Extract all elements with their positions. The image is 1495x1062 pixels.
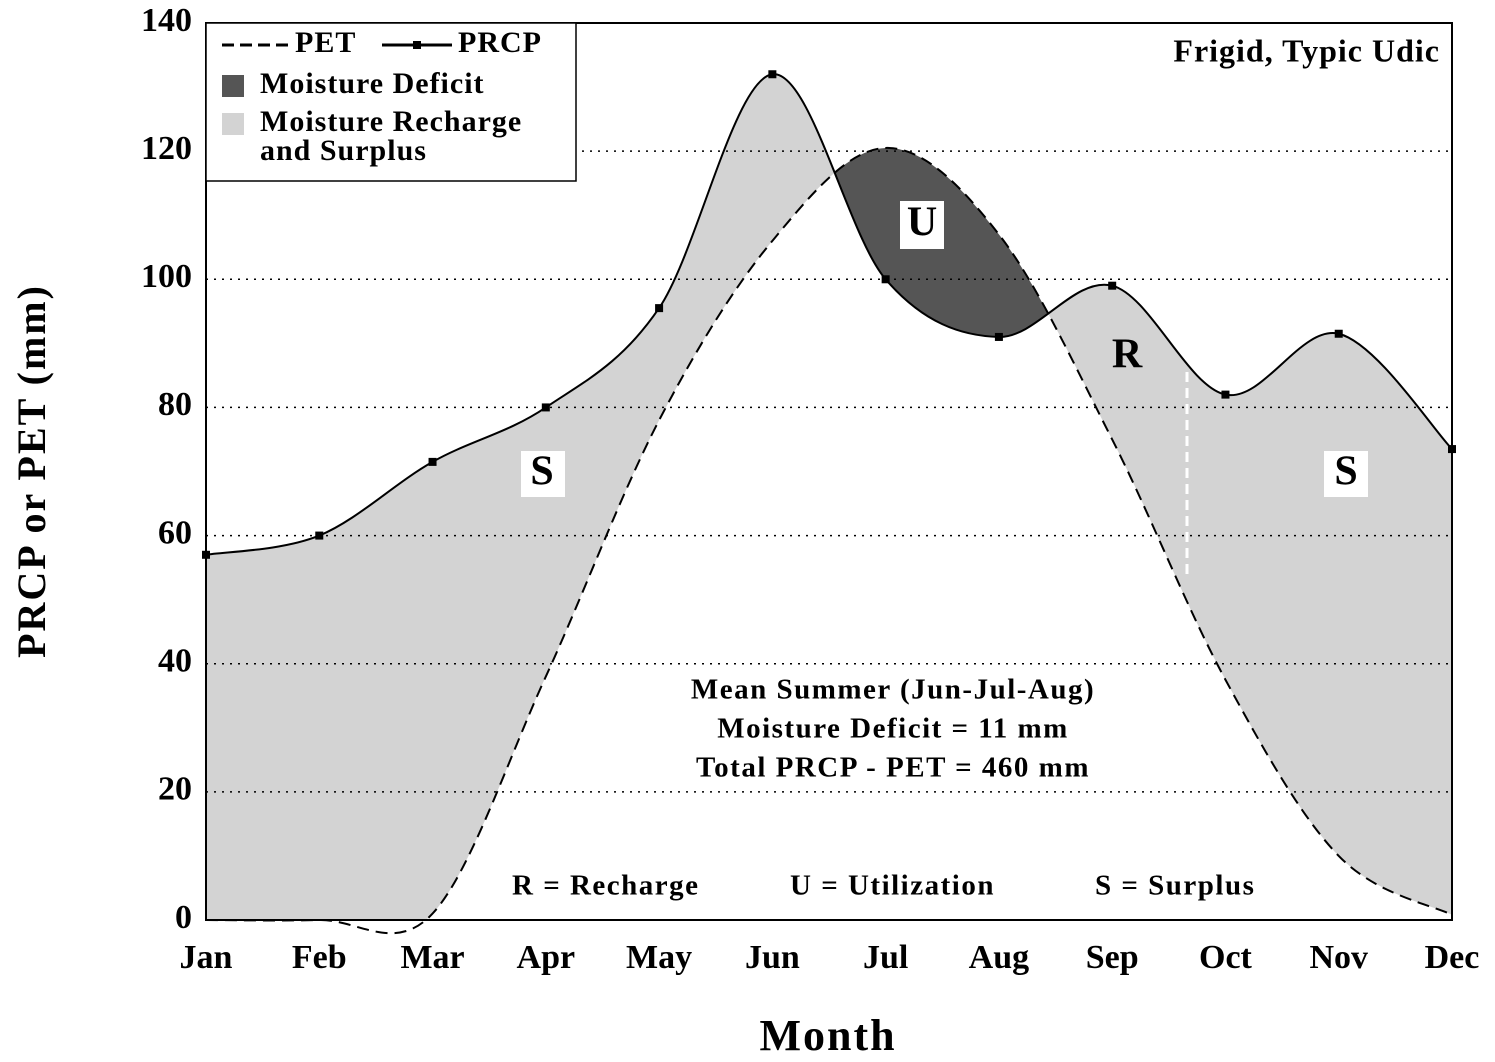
region-label: R	[1112, 332, 1143, 378]
y-tick-label: 60	[158, 514, 192, 551]
key: R = Recharge	[512, 870, 700, 902]
x-axis-label: Month	[759, 1011, 896, 1060]
series-line	[205, 146, 1453, 935]
region-label: S	[530, 449, 553, 495]
summary: Mean Summer (Jun-Jul-Aug)	[691, 674, 1095, 706]
x-tick-label: Dec	[1425, 939, 1480, 976]
x-tick-label: Mar	[400, 939, 464, 976]
chart-title: Frigid, Typic Udic	[1173, 32, 1440, 68]
legend-swatch	[222, 113, 244, 135]
x-tick-label: Sep	[1086, 939, 1139, 976]
legend-box	[205, 22, 577, 182]
legend-swatch	[222, 75, 244, 97]
x-tick-label: Oct	[1199, 939, 1253, 976]
y-tick-label: 120	[141, 130, 192, 167]
legend-label: Moisture Recharge	[260, 105, 522, 138]
x-tick-label: May	[626, 939, 692, 976]
legend-label: Moisture Deficit	[260, 67, 485, 100]
legend-label: and Surplus	[260, 134, 427, 167]
y-tick-label: 0	[175, 899, 192, 936]
point	[1221, 390, 1230, 399]
below-pet	[206, 147, 1452, 934]
legend: PET PRCP Moisture Deficit Moisture Recharge…	[205, 22, 577, 182]
legend-swatch	[413, 41, 421, 49]
x-tick-label: Nov	[1309, 939, 1368, 976]
plot-area	[202, 22, 1456, 935]
y-tick-label: 20	[158, 771, 192, 808]
point	[881, 275, 890, 284]
label-box	[1324, 451, 1368, 497]
key: S = Surplus	[1095, 870, 1255, 902]
label-box	[521, 451, 565, 497]
label-box	[900, 201, 944, 249]
y-tick-label: 100	[141, 258, 192, 295]
point	[541, 403, 550, 412]
region-label: U	[907, 200, 937, 246]
x-tick-label: Jul	[863, 939, 908, 976]
y-tick-label: 40	[158, 643, 192, 680]
legend-label: PET	[295, 26, 356, 59]
x-tick-label: Aug	[969, 939, 1029, 976]
y-axis-label: PRCP or PET (mm)	[9, 284, 54, 658]
point	[428, 457, 437, 466]
region-label: S	[1334, 449, 1357, 495]
point	[315, 531, 324, 540]
point	[994, 332, 1003, 341]
x-tick-label: Feb	[292, 939, 347, 976]
point	[768, 70, 777, 79]
point	[1108, 281, 1117, 290]
summary: Moisture Deficit = 11 mm	[717, 713, 1069, 745]
x-tick-label: Jun	[745, 939, 800, 976]
point	[1334, 329, 1343, 338]
y-tick-label: 140	[141, 2, 192, 39]
point	[655, 304, 664, 313]
frame	[205, 22, 1453, 921]
x-tick-label: Apr	[517, 939, 576, 976]
summary: Total PRCP - PET = 460 mm	[696, 752, 1090, 784]
key: U = Utilization	[790, 870, 995, 902]
x-tick-label: Jan	[180, 939, 233, 976]
legend-label: PRCP	[458, 26, 542, 59]
y-tick-label: 80	[158, 386, 192, 423]
